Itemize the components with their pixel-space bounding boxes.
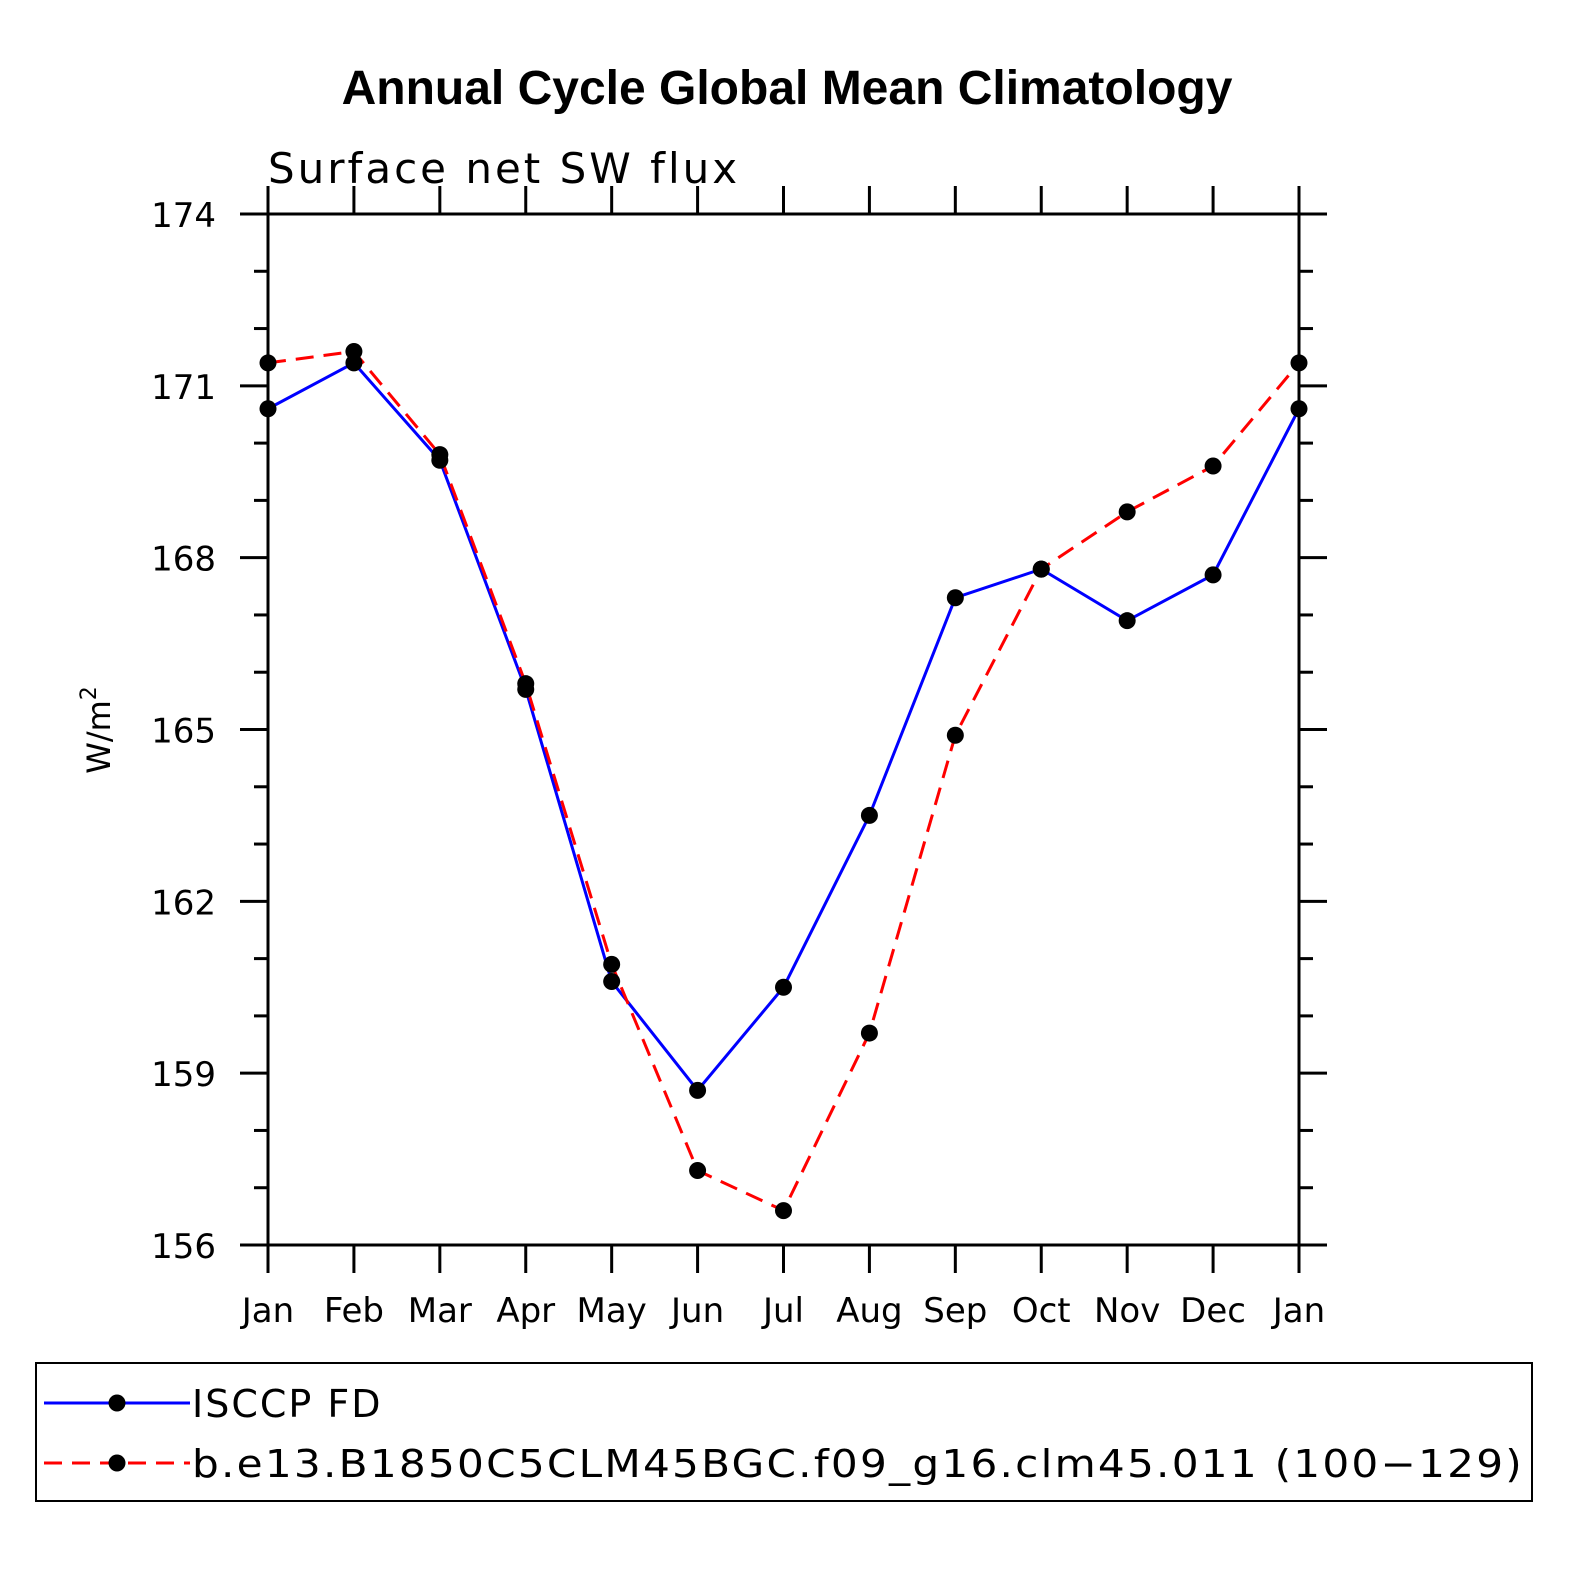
data-point <box>775 1202 792 1220</box>
y-tick-labels: 174 171 168 165 162 159 156 <box>151 196 216 1267</box>
series-2-markers <box>259 342 1308 1220</box>
y-axis-label-text: W/m <box>80 700 118 774</box>
svg-text:W/m2: W/m2 <box>77 686 118 774</box>
data-point <box>946 589 964 607</box>
x-tick-label: May <box>577 1291 647 1331</box>
axis-ticks <box>240 186 1327 1273</box>
y-axis-label: W/m2 <box>77 686 118 774</box>
y-tick-label: 174 <box>151 196 216 236</box>
series-2 <box>267 349 1301 1213</box>
x-tick-label: Apr <box>496 1291 555 1331</box>
chart-subtitle: Surface net SW flux <box>268 144 740 193</box>
x-tick-label: Jan <box>1271 1291 1325 1331</box>
data-point <box>1290 354 1308 372</box>
legend-marker-series-1 <box>108 1394 126 1412</box>
x-tick-label: Nov <box>1094 1291 1160 1331</box>
x-tick-label: Jan <box>240 1291 294 1331</box>
data-point <box>1118 503 1136 521</box>
plot-frame <box>266 212 1301 1247</box>
data-point <box>259 400 277 418</box>
x-tick-label: Sep <box>923 1291 987 1331</box>
data-point <box>860 1024 878 1042</box>
y-axis-label-superscript: 2 <box>77 686 102 700</box>
x-tick-label: Aug <box>836 1291 902 1331</box>
data-point <box>431 446 449 464</box>
data-point <box>1118 612 1136 630</box>
y-tick-label: 171 <box>151 368 216 408</box>
y-tick-label: 168 <box>151 540 216 580</box>
legend-marker-series-2 <box>108 1454 126 1472</box>
y-tick-label: 162 <box>151 883 216 923</box>
x-tick-label: Jun <box>669 1291 724 1331</box>
y-tick-label: 159 <box>151 1055 216 1095</box>
chart-title: Annual Cycle Global Mean Climatology <box>342 62 1233 115</box>
data-point <box>1204 457 1222 475</box>
data-point <box>345 342 363 360</box>
x-tick-labels: Jan Feb Mar Apr May Jun Jul Aug Sep Oct Nov Dec Jan <box>240 1291 1325 1331</box>
x-tick-label: Feb <box>324 1291 384 1331</box>
x-tick-label: Jul <box>761 1291 804 1331</box>
data-point <box>603 973 621 991</box>
series-line <box>267 349 1301 1213</box>
legend: ISCCP FD b.e13.B1850C5CLM45BGC.f09_g16.c… <box>35 1362 1533 1502</box>
data-point <box>946 726 964 744</box>
data-point <box>517 675 535 693</box>
series-layer <box>259 342 1308 1220</box>
data-point <box>689 1081 707 1099</box>
x-tick-label: Dec <box>1180 1291 1246 1331</box>
data-point <box>259 354 277 372</box>
legend-box <box>35 1362 1533 1502</box>
legend-label-series-1: ISCCP FD <box>192 1382 383 1426</box>
data-point <box>1032 560 1050 578</box>
x-tick-label: Oct <box>1012 1291 1071 1331</box>
y-tick-label: 165 <box>151 712 216 752</box>
series-1-markers <box>259 354 1308 1099</box>
legend-label-series-2: b.e13.B1850C5CLM45BGC.f09_g16.clm45.011 … <box>192 1442 1524 1486</box>
data-point <box>689 1162 707 1180</box>
data-point <box>1204 566 1222 584</box>
data-point <box>775 978 792 996</box>
data-point <box>860 806 878 824</box>
x-tick-label: Mar <box>408 1291 472 1331</box>
y-tick-label: 156 <box>151 1227 216 1267</box>
data-point <box>1290 400 1308 418</box>
data-point <box>603 955 621 973</box>
